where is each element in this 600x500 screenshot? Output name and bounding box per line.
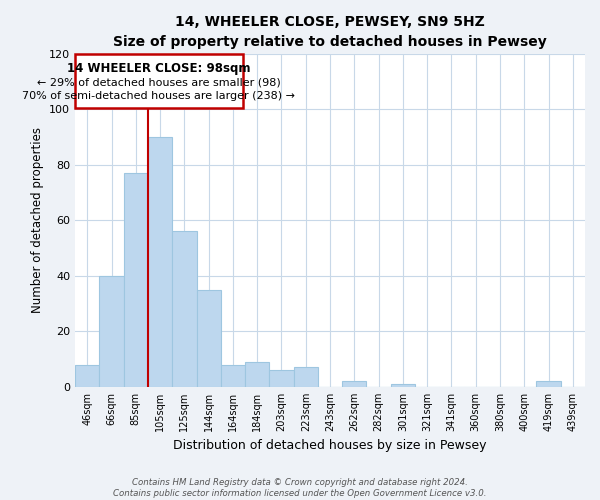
- Text: 14 WHEELER CLOSE: 98sqm: 14 WHEELER CLOSE: 98sqm: [67, 62, 251, 75]
- Text: ← 29% of detached houses are smaller (98): ← 29% of detached houses are smaller (98…: [37, 78, 281, 88]
- FancyBboxPatch shape: [75, 54, 242, 108]
- Bar: [536, 382, 561, 387]
- Bar: [100, 276, 124, 387]
- Bar: [391, 384, 415, 387]
- Bar: [75, 364, 100, 387]
- X-axis label: Distribution of detached houses by size in Pewsey: Distribution of detached houses by size …: [173, 440, 487, 452]
- Bar: [124, 173, 148, 387]
- Bar: [197, 290, 221, 387]
- Bar: [172, 232, 197, 387]
- Bar: [148, 137, 172, 387]
- Text: 70% of semi-detached houses are larger (238) →: 70% of semi-detached houses are larger (…: [22, 92, 295, 102]
- Title: 14, WHEELER CLOSE, PEWSEY, SN9 5HZ
Size of property relative to detached houses : 14, WHEELER CLOSE, PEWSEY, SN9 5HZ Size …: [113, 15, 547, 48]
- Bar: [342, 382, 367, 387]
- Text: Contains HM Land Registry data © Crown copyright and database right 2024.
Contai: Contains HM Land Registry data © Crown c…: [113, 478, 487, 498]
- Y-axis label: Number of detached properties: Number of detached properties: [31, 128, 44, 314]
- Bar: [293, 368, 318, 387]
- Bar: [245, 362, 269, 387]
- Bar: [269, 370, 293, 387]
- Bar: [221, 364, 245, 387]
